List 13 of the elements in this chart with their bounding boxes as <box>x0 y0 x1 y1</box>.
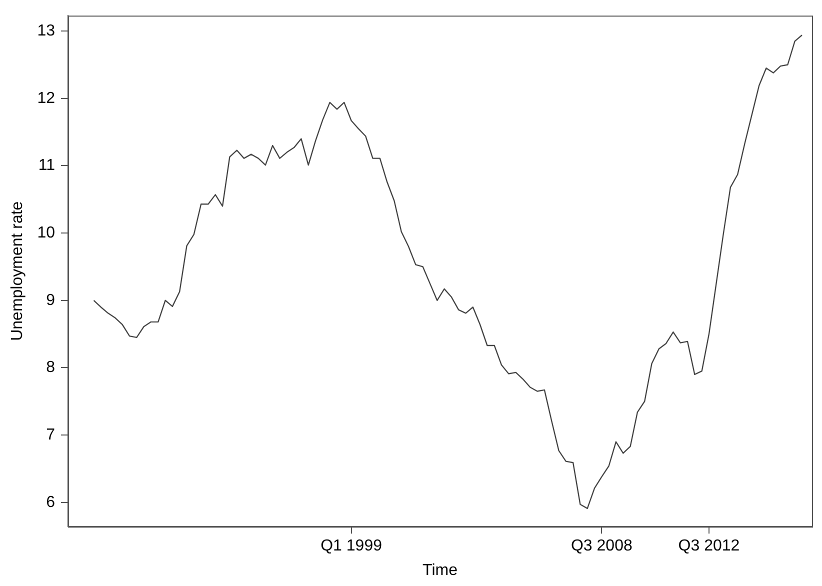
y-axis-title: Unemployment rate <box>9 201 26 341</box>
y-tick-label: 7 <box>46 426 56 444</box>
y-tick-label: 9 <box>46 292 56 309</box>
y-tick-label: 10 <box>37 224 56 242</box>
x-tick-label: Q3 2012 <box>678 538 740 555</box>
y-tick-label: 13 <box>37 22 56 40</box>
y-tick-label: 8 <box>46 359 56 376</box>
x-axis-title: Time <box>422 562 458 579</box>
x-tick-label: Q3 2008 <box>570 538 632 555</box>
y-tick-label: 11 <box>38 157 56 174</box>
y-tick-label: 12 <box>37 90 56 107</box>
y-tick-label: 6 <box>46 494 56 511</box>
x-tick-label: Q1 1999 <box>320 538 382 555</box>
